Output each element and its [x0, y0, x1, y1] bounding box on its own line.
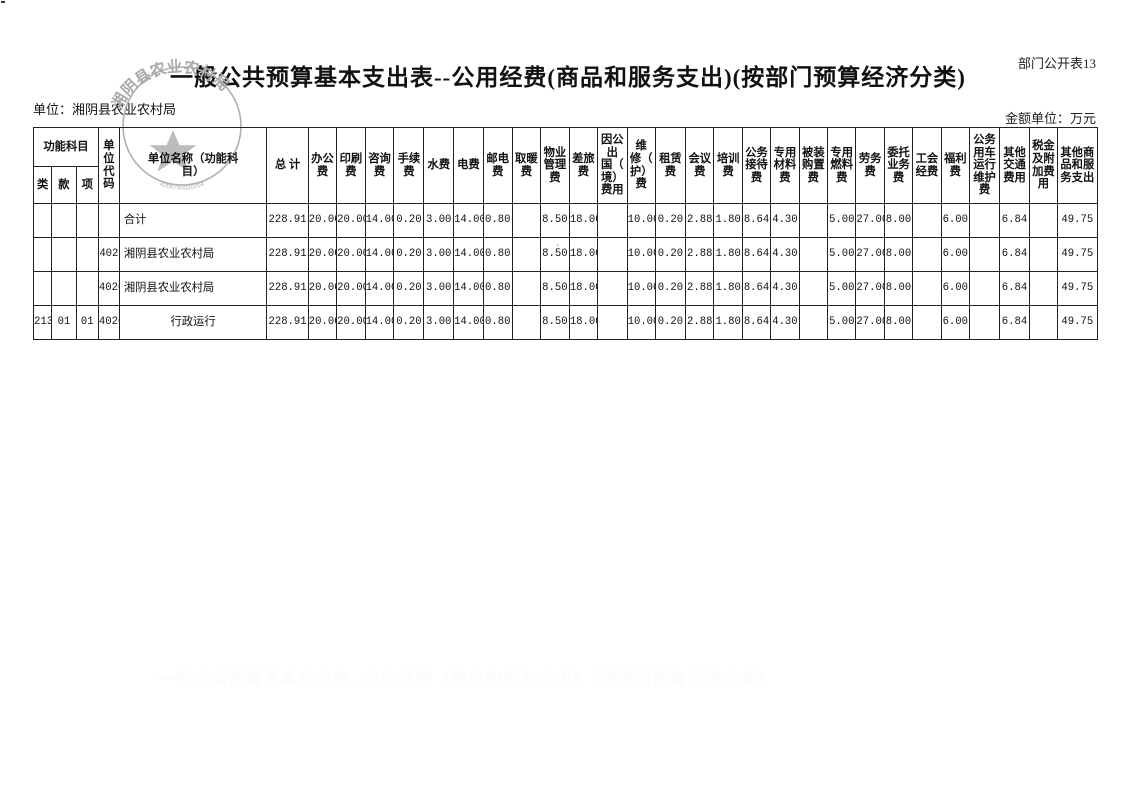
svg-text:湘阴县农业农村局: 湘阴县农业农村局 [111, 56, 233, 111]
